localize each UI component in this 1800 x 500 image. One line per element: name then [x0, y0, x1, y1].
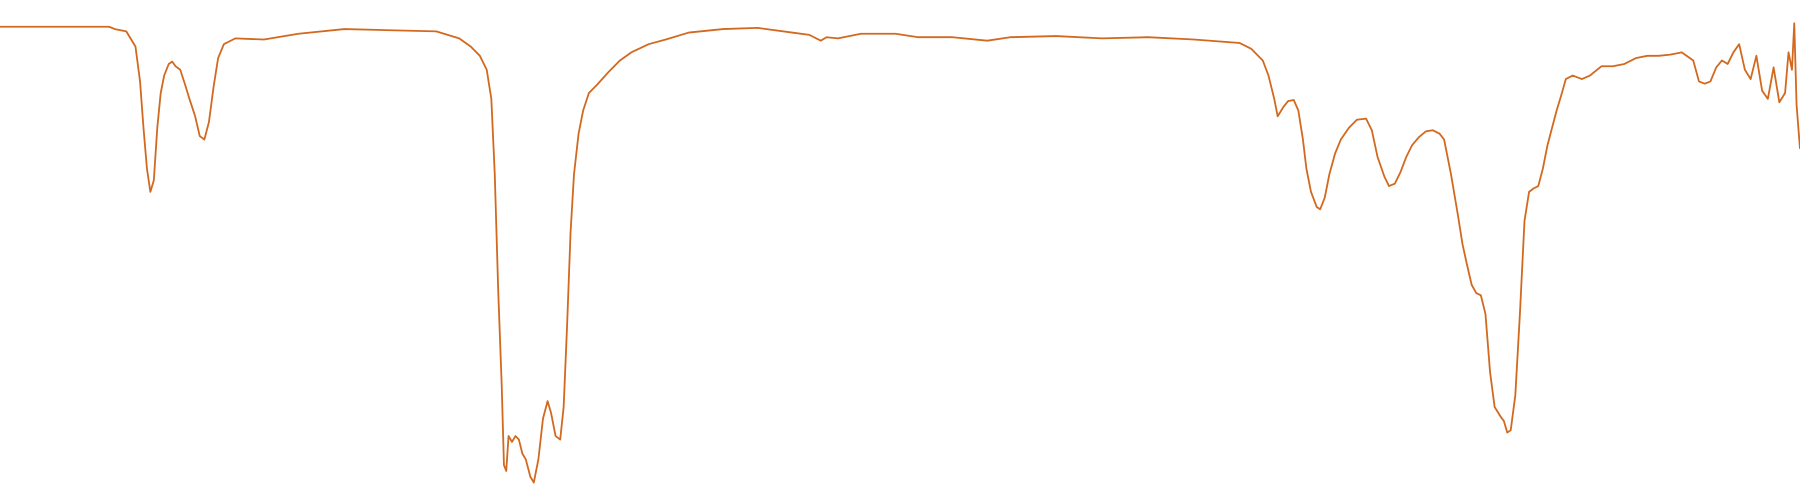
spectrum-line: [0, 22, 1800, 484]
